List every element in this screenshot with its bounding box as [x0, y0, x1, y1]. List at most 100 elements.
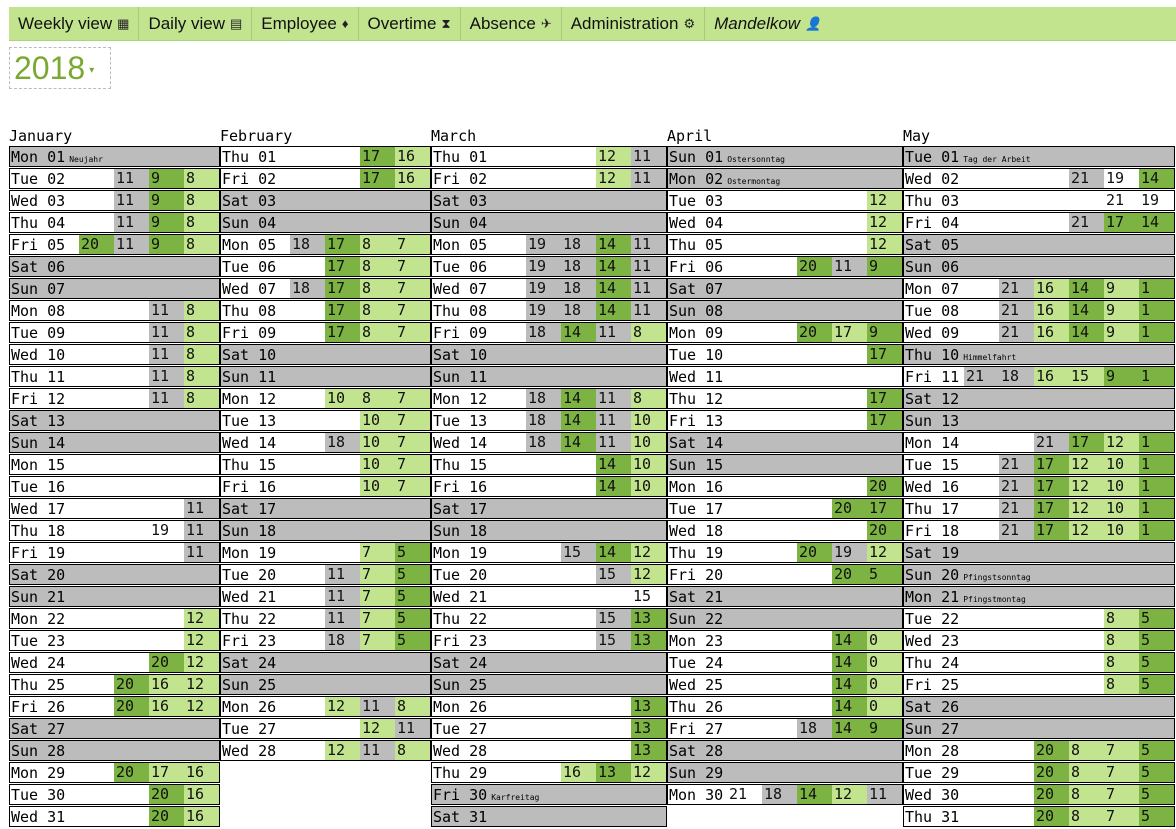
- day-row[interactable]: Wed 23 8 5: [903, 630, 1175, 651]
- day-row[interactable]: Sat 14: [667, 432, 903, 453]
- day-row[interactable]: Fri 18 21 17 12 10 1: [903, 520, 1175, 541]
- day-row[interactable]: Fri 19 11: [9, 542, 220, 563]
- day-row[interactable]: Thu 08 17 8 7: [220, 300, 431, 321]
- day-row[interactable]: Mon 01 Neujahr: [9, 146, 220, 167]
- day-row[interactable]: Mon 09 20 17 9: [667, 322, 903, 343]
- nav-absence[interactable]: Absence ✈: [461, 7, 562, 40]
- day-row[interactable]: Wed 28 12 11 8: [220, 740, 431, 761]
- day-row[interactable]: Fri 16 10 7: [220, 476, 431, 497]
- day-row[interactable]: Tue 27 12 11: [220, 718, 431, 739]
- day-row[interactable]: Sat 05: [903, 234, 1175, 255]
- day-row[interactable]: Sat 17: [431, 498, 667, 519]
- day-row[interactable]: Tue 13 10 7: [220, 410, 431, 431]
- day-row[interactable]: Wed 07 19 18 14 11: [431, 278, 667, 299]
- day-row[interactable]: Fri 27 18 14 9: [667, 718, 903, 739]
- day-row[interactable]: Tue 09 11 8: [9, 322, 220, 343]
- day-row[interactable]: Tue 27 13: [431, 718, 667, 739]
- day-row[interactable]: Sun 25: [431, 674, 667, 695]
- day-row[interactable]: Sun 08: [667, 300, 903, 321]
- day-row[interactable]: Tue 13 18 14 11 10: [431, 410, 667, 431]
- day-row[interactable]: Mon 26 12 11 8: [220, 696, 431, 717]
- day-row[interactable]: Thu 01 12 11: [431, 146, 667, 167]
- day-row[interactable]: Thu 26 14 0: [667, 696, 903, 717]
- day-row[interactable]: Sun 11: [220, 366, 431, 387]
- day-row[interactable]: Mon 05 19 18 14 11: [431, 234, 667, 255]
- day-row[interactable]: Sat 26: [903, 696, 1175, 717]
- day-row[interactable]: Mon 28 20 8 7 5: [903, 740, 1175, 761]
- day-row[interactable]: Tue 20 15 12: [431, 564, 667, 585]
- day-row[interactable]: Tue 22 8 5: [903, 608, 1175, 629]
- day-row[interactable]: Mon 23 14 0: [667, 630, 903, 651]
- day-row[interactable]: Fri 12 11 8: [9, 388, 220, 409]
- day-row[interactable]: Wed 28 13: [431, 740, 667, 761]
- day-row[interactable]: Sat 24: [220, 652, 431, 673]
- day-row[interactable]: Tue 15 21 17 12 10 1: [903, 454, 1175, 475]
- day-row[interactable]: Tue 06 19 18 14 11: [431, 256, 667, 277]
- day-row[interactable]: Sat 28: [667, 740, 903, 761]
- day-row[interactable]: Fri 02 12 11: [431, 168, 667, 189]
- day-row[interactable]: Sun 14: [9, 432, 220, 453]
- day-row[interactable]: Sun 13: [903, 410, 1175, 431]
- day-row[interactable]: Fri 02 17 16: [220, 168, 431, 189]
- day-row[interactable]: Fri 23 18 7 5: [220, 630, 431, 651]
- day-row[interactable]: Thu 03 21 19: [903, 190, 1175, 211]
- nav-user-menu[interactable]: Mandelkow 👤: [705, 7, 830, 40]
- day-row[interactable]: Thu 11 11 8: [9, 366, 220, 387]
- day-row[interactable]: Thu 22 11 7 5: [220, 608, 431, 629]
- day-row[interactable]: Mon 30 21 18 14 12 11: [667, 784, 903, 805]
- day-row[interactable]: Wed 25 14 0: [667, 674, 903, 695]
- day-row[interactable]: Mon 14 21 17 12 1: [903, 432, 1175, 453]
- day-row[interactable]: Mon 12 10 8 7: [220, 388, 431, 409]
- day-row[interactable]: Thu 24 8 5: [903, 652, 1175, 673]
- day-row[interactable]: Thu 01 17 16: [220, 146, 431, 167]
- day-row[interactable]: Thu 25 20 16 12: [9, 674, 220, 695]
- day-row[interactable]: Sat 27: [9, 718, 220, 739]
- nav-weekly-view[interactable]: Weekly view ▦: [9, 7, 140, 40]
- day-row[interactable]: Thu 22 15 13: [431, 608, 667, 629]
- day-row[interactable]: Mon 26 13: [431, 696, 667, 717]
- day-row[interactable]: Wed 21 11 7 5: [220, 586, 431, 607]
- day-row[interactable]: Mon 29 20 17 16: [9, 762, 220, 783]
- day-row[interactable]: Tue 01 Tag der Arbeit: [903, 146, 1175, 167]
- day-row[interactable]: Sat 03: [431, 190, 667, 211]
- day-row[interactable]: Wed 24 20 12: [9, 652, 220, 673]
- day-row[interactable]: Wed 31 20 16: [9, 806, 220, 827]
- day-row[interactable]: Sun 18: [220, 520, 431, 541]
- day-row[interactable]: Mon 02 Ostermontag: [667, 168, 903, 189]
- day-row[interactable]: Tue 29 20 8 7 5: [903, 762, 1175, 783]
- day-row[interactable]: Thu 04 11 9 8: [9, 212, 220, 233]
- day-row[interactable]: Sat 20: [9, 564, 220, 585]
- day-row[interactable]: Wed 30 20 8 7 5: [903, 784, 1175, 805]
- day-row[interactable]: Mon 19 15 14 12: [431, 542, 667, 563]
- day-row[interactable]: Tue 16: [9, 476, 220, 497]
- day-row[interactable]: Tue 20 11 7 5: [220, 564, 431, 585]
- day-row[interactable]: Mon 22 12: [9, 608, 220, 629]
- day-row[interactable]: Mon 07 21 16 14 9 1: [903, 278, 1175, 299]
- day-row[interactable]: Fri 09 17 8 7: [220, 322, 431, 343]
- day-row[interactable]: Wed 16 21 17 12 10 1: [903, 476, 1175, 497]
- day-row[interactable]: Wed 14 18 14 11 10: [431, 432, 667, 453]
- day-row[interactable]: Sat 10: [431, 344, 667, 365]
- nav-overtime[interactable]: Overtime ⧗: [359, 7, 461, 40]
- day-row[interactable]: Mon 16 20: [667, 476, 903, 497]
- day-row[interactable]: Fri 26 20 16 12: [9, 696, 220, 717]
- day-row[interactable]: Mon 15: [9, 454, 220, 475]
- day-row[interactable]: Thu 31 20 8 7 5: [903, 806, 1175, 827]
- day-row[interactable]: Wed 21 15: [431, 586, 667, 607]
- day-row[interactable]: Sun 18: [431, 520, 667, 541]
- day-row[interactable]: Tue 17 20 17: [667, 498, 903, 519]
- day-row[interactable]: Tue 23 12: [9, 630, 220, 651]
- day-row[interactable]: Fri 09 18 14 11 8: [431, 322, 667, 343]
- day-row[interactable]: Fri 30 Karfreitag: [431, 784, 667, 805]
- nav-administration[interactable]: Administration ⚙: [562, 7, 706, 40]
- day-row[interactable]: Sat 21: [667, 586, 903, 607]
- day-row[interactable]: Fri 13 17: [667, 410, 903, 431]
- day-row[interactable]: Thu 05 12: [667, 234, 903, 255]
- day-row[interactable]: Sat 06: [9, 256, 220, 277]
- day-row[interactable]: Sun 07: [9, 278, 220, 299]
- day-row[interactable]: Fri 06 20 11 9: [667, 256, 903, 277]
- day-row[interactable]: Fri 20 20 5: [667, 564, 903, 585]
- day-row[interactable]: Mon 05 18 17 8 7: [220, 234, 431, 255]
- day-row[interactable]: Fri 25 8 5: [903, 674, 1175, 695]
- day-row[interactable]: Wed 03 11 9 8: [9, 190, 220, 211]
